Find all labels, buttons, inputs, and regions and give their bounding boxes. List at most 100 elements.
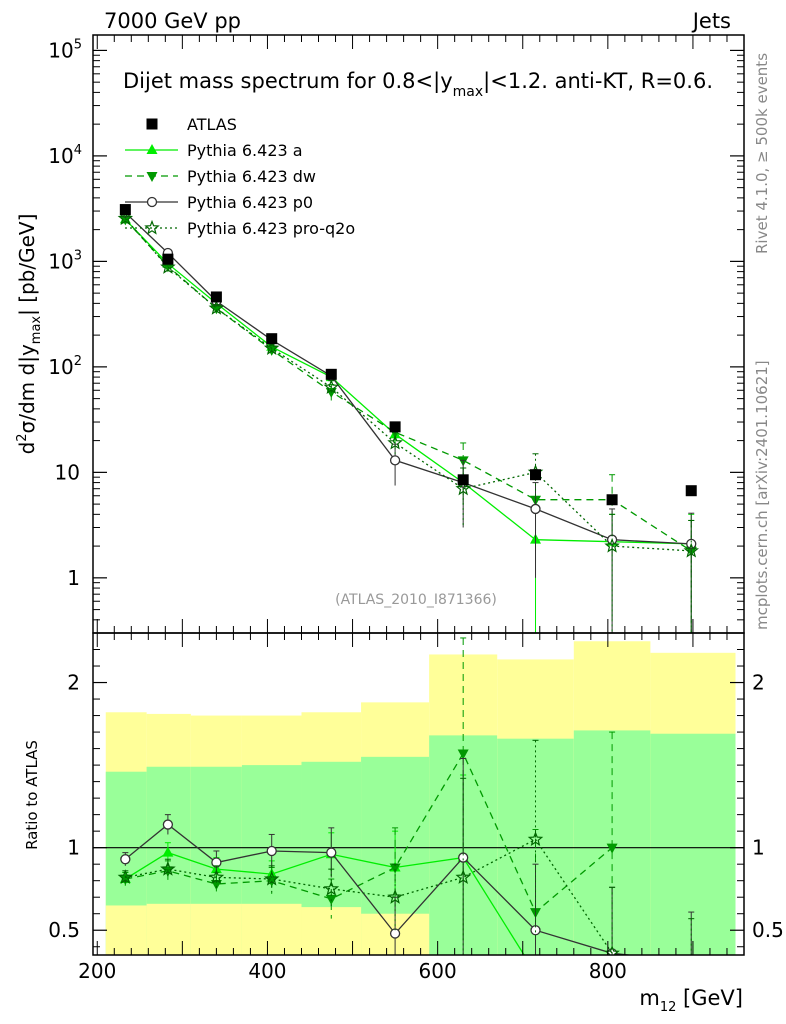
ratio-ytick-label-left: 0.5	[48, 918, 80, 942]
main-atlas-point	[685, 485, 697, 497]
ratio-band-outer-low	[146, 903, 191, 955]
xlabel-part-1: m	[639, 986, 659, 1010]
legend-dw-marker	[146, 172, 158, 182]
main-ytick-exp: 2	[74, 354, 82, 369]
main-p0-point	[530, 503, 541, 515]
main-q2o-point	[208, 300, 225, 315]
ratio-q2o-point	[117, 869, 134, 884]
legend-a-marker	[146, 144, 158, 154]
ratio-p0-point	[266, 845, 277, 857]
main-dw-line	[124, 218, 692, 552]
main-q2o-point	[455, 480, 471, 496]
main-ytick-base: 10	[48, 249, 73, 273]
header-energy-label: 7000 GeV pp	[104, 9, 241, 33]
ylabel-part-1: d	[15, 442, 39, 455]
main-q2o-point	[604, 537, 620, 553]
ylabel-part-5: | [pb/GeV]	[15, 214, 39, 316]
main-ytick-exp: 5	[74, 37, 82, 52]
legend-p0-marker	[146, 196, 158, 208]
main-ytick-label: 105	[48, 37, 82, 62]
main-p0-point	[389, 455, 401, 466]
main-ytick-label: 104	[48, 143, 82, 168]
ratio-band-outer-low	[241, 903, 302, 955]
header-process-label: Jets	[691, 9, 731, 33]
main-ytick-label: 102	[48, 354, 82, 379]
x-tick-label: 400	[248, 959, 286, 983]
x-tick-label: 600	[419, 959, 457, 983]
ratio-q2o-point	[685, 962, 697, 974]
main-q2o-point	[160, 259, 176, 274]
main-ytick-label: 103	[48, 248, 82, 273]
xlabel-part-2: 12	[660, 1000, 677, 1015]
mcplots-site-label: mcplots.cern.ch [arXiv:2401.10621]	[753, 360, 771, 630]
title-part-3: |<1.2. anti-KT, R=0.6.	[483, 69, 713, 94]
main-q2o-point	[117, 210, 134, 226]
main-q2o-line	[124, 218, 692, 552]
ratio-plot-axes: 0.5 0.5 1 1 2 2 200 400 600 800	[48, 633, 784, 983]
ratio-a-line	[124, 851, 525, 955]
ratio-dw-line	[125, 752, 613, 914]
main-dw-point	[119, 215, 131, 226]
ratio-p0-point	[326, 847, 337, 858]
main-ytick-exp: 4	[74, 143, 82, 158]
main-q2o-point	[323, 379, 340, 394]
main-atlas-point	[162, 253, 174, 265]
main-ytick-base: 10	[48, 355, 73, 379]
ratio-dw-point	[457, 749, 469, 760]
main-plot-data	[117, 204, 699, 633]
x-axis-label: m12 [GeV]	[639, 986, 743, 1015]
x-tick-label: 200	[78, 959, 116, 983]
ratio-q2o-point	[387, 889, 403, 904]
legend: ATLAS Pythia 6.423 a Pythia 6.423 dw Pythia…	[125, 115, 355, 238]
xlabel-part-3: [GeV]	[676, 986, 743, 1010]
ratio-a-point	[530, 967, 541, 977]
ratio-band-outer-low	[190, 903, 242, 955]
ratio-p0-point	[162, 819, 174, 830]
main-a-line	[124, 218, 692, 545]
ratio-band-outer-low	[105, 905, 147, 955]
main-q2o-point	[263, 340, 280, 355]
legend-atlas-label: ATLAS	[187, 115, 237, 134]
ratio-a-point	[686, 974, 697, 984]
ylabel-part-3: σ/dm d|y	[15, 344, 39, 433]
ratio-plot-frame	[92, 632, 745, 956]
ratio-band-inner	[650, 733, 736, 955]
main-atlas-point	[389, 421, 401, 433]
legend-q2o-label: Pythia 6.423 pro-q2o	[187, 219, 355, 238]
main-ytick-label: 1	[67, 566, 80, 590]
ratio-p0-point	[389, 928, 401, 939]
main-atlas-point	[457, 474, 469, 486]
ratio-a-point	[162, 846, 174, 857]
main-atlas-point	[210, 291, 222, 303]
main-q2o-point	[387, 434, 403, 450]
main-atlas-point	[119, 204, 131, 216]
ratio-y-axis-label: Ratio to ATLAS	[23, 740, 41, 850]
main-ytick-base: 10	[48, 144, 73, 168]
ratio-q2o-point	[527, 831, 544, 847]
ratio-q2o-point	[455, 869, 471, 884]
title-part-2: max	[453, 84, 484, 100]
main-p0-line	[124, 212, 692, 545]
main-atlas-point	[325, 368, 337, 380]
ratio-p0-point	[458, 852, 469, 863]
ratio-q2o-point	[160, 860, 176, 876]
analysis-tag: (ATLAS_2010_I871366)	[335, 592, 497, 608]
main-atlas-point	[530, 469, 542, 481]
ratio-ytick-label-right: 1	[752, 836, 765, 860]
ratio-q2o-point	[323, 880, 340, 896]
x-tick-label: 800	[589, 959, 627, 983]
rivet-version-label: Rivet 4.1.0, ≥ 500k events	[753, 53, 771, 254]
main-ytick-exp: 3	[74, 248, 82, 263]
ylabel-part-2: 2	[15, 433, 30, 441]
legend-p0-label: Pythia 6.423 p0	[187, 193, 313, 212]
main-plot-title: Dijet mass spectrum for 0.8<|ymax|<1.2. …	[123, 69, 713, 100]
ratio-ytick-label-right: 0.5	[752, 918, 784, 942]
legend-atlas-marker	[146, 118, 158, 130]
legend-q2o-marker	[144, 219, 160, 235]
ratio-dw-point	[606, 843, 618, 854]
main-ytick-base: 10	[48, 38, 73, 62]
legend-dw-label: Pythia 6.423 dw	[187, 167, 316, 186]
ratio-dw-point	[389, 863, 401, 874]
main-ytick-label: 10	[55, 460, 80, 484]
